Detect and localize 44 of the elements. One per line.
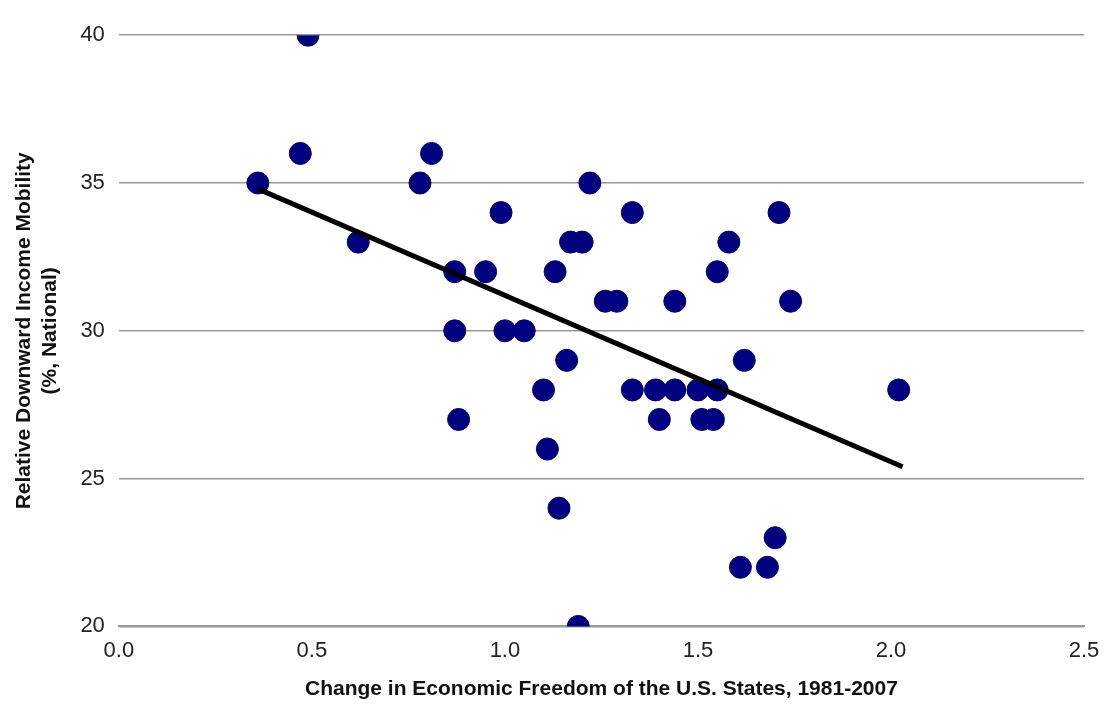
x-tick-label: 1.5 xyxy=(682,636,714,662)
point xyxy=(578,171,602,195)
point xyxy=(489,201,513,225)
point xyxy=(535,437,559,461)
x-tick-label: 2.0 xyxy=(875,636,907,662)
point xyxy=(728,555,752,579)
y-tick-label: 25 xyxy=(80,464,105,490)
point xyxy=(732,348,756,372)
x-tick-label: 2.5 xyxy=(1068,636,1100,662)
point xyxy=(555,348,579,372)
point xyxy=(512,319,536,343)
point xyxy=(493,319,517,343)
y-tick-label: 20 xyxy=(80,612,105,638)
point xyxy=(643,378,667,402)
point xyxy=(408,171,432,195)
point xyxy=(663,378,687,402)
x-tick-label: 0.5 xyxy=(296,636,328,662)
point xyxy=(620,201,644,225)
point xyxy=(547,496,571,520)
x-axis-title: Change in Economic Freedom of the U.S. States, 1981-2007 xyxy=(305,676,898,700)
point xyxy=(532,378,556,402)
point xyxy=(717,230,741,254)
point xyxy=(543,260,567,284)
point xyxy=(246,171,270,195)
point xyxy=(763,526,787,550)
y-axis-title: Relative Downward Income Mobility (%, National) xyxy=(11,151,60,510)
point xyxy=(474,260,498,284)
point xyxy=(420,141,444,165)
point xyxy=(779,289,803,313)
point xyxy=(755,555,779,579)
y-tick-label: 35 xyxy=(80,169,105,195)
point xyxy=(620,378,644,402)
point xyxy=(447,407,471,431)
y-tick-label: 40 xyxy=(80,21,105,47)
point xyxy=(887,378,911,402)
point xyxy=(705,260,729,284)
point xyxy=(663,289,687,313)
x-tick-label: 1.0 xyxy=(489,636,521,662)
y-tick-label: 30 xyxy=(80,316,105,342)
point xyxy=(443,319,467,343)
point xyxy=(647,407,671,431)
point xyxy=(767,201,791,225)
point xyxy=(288,141,312,165)
x-tick-label: 0.0 xyxy=(103,636,135,662)
